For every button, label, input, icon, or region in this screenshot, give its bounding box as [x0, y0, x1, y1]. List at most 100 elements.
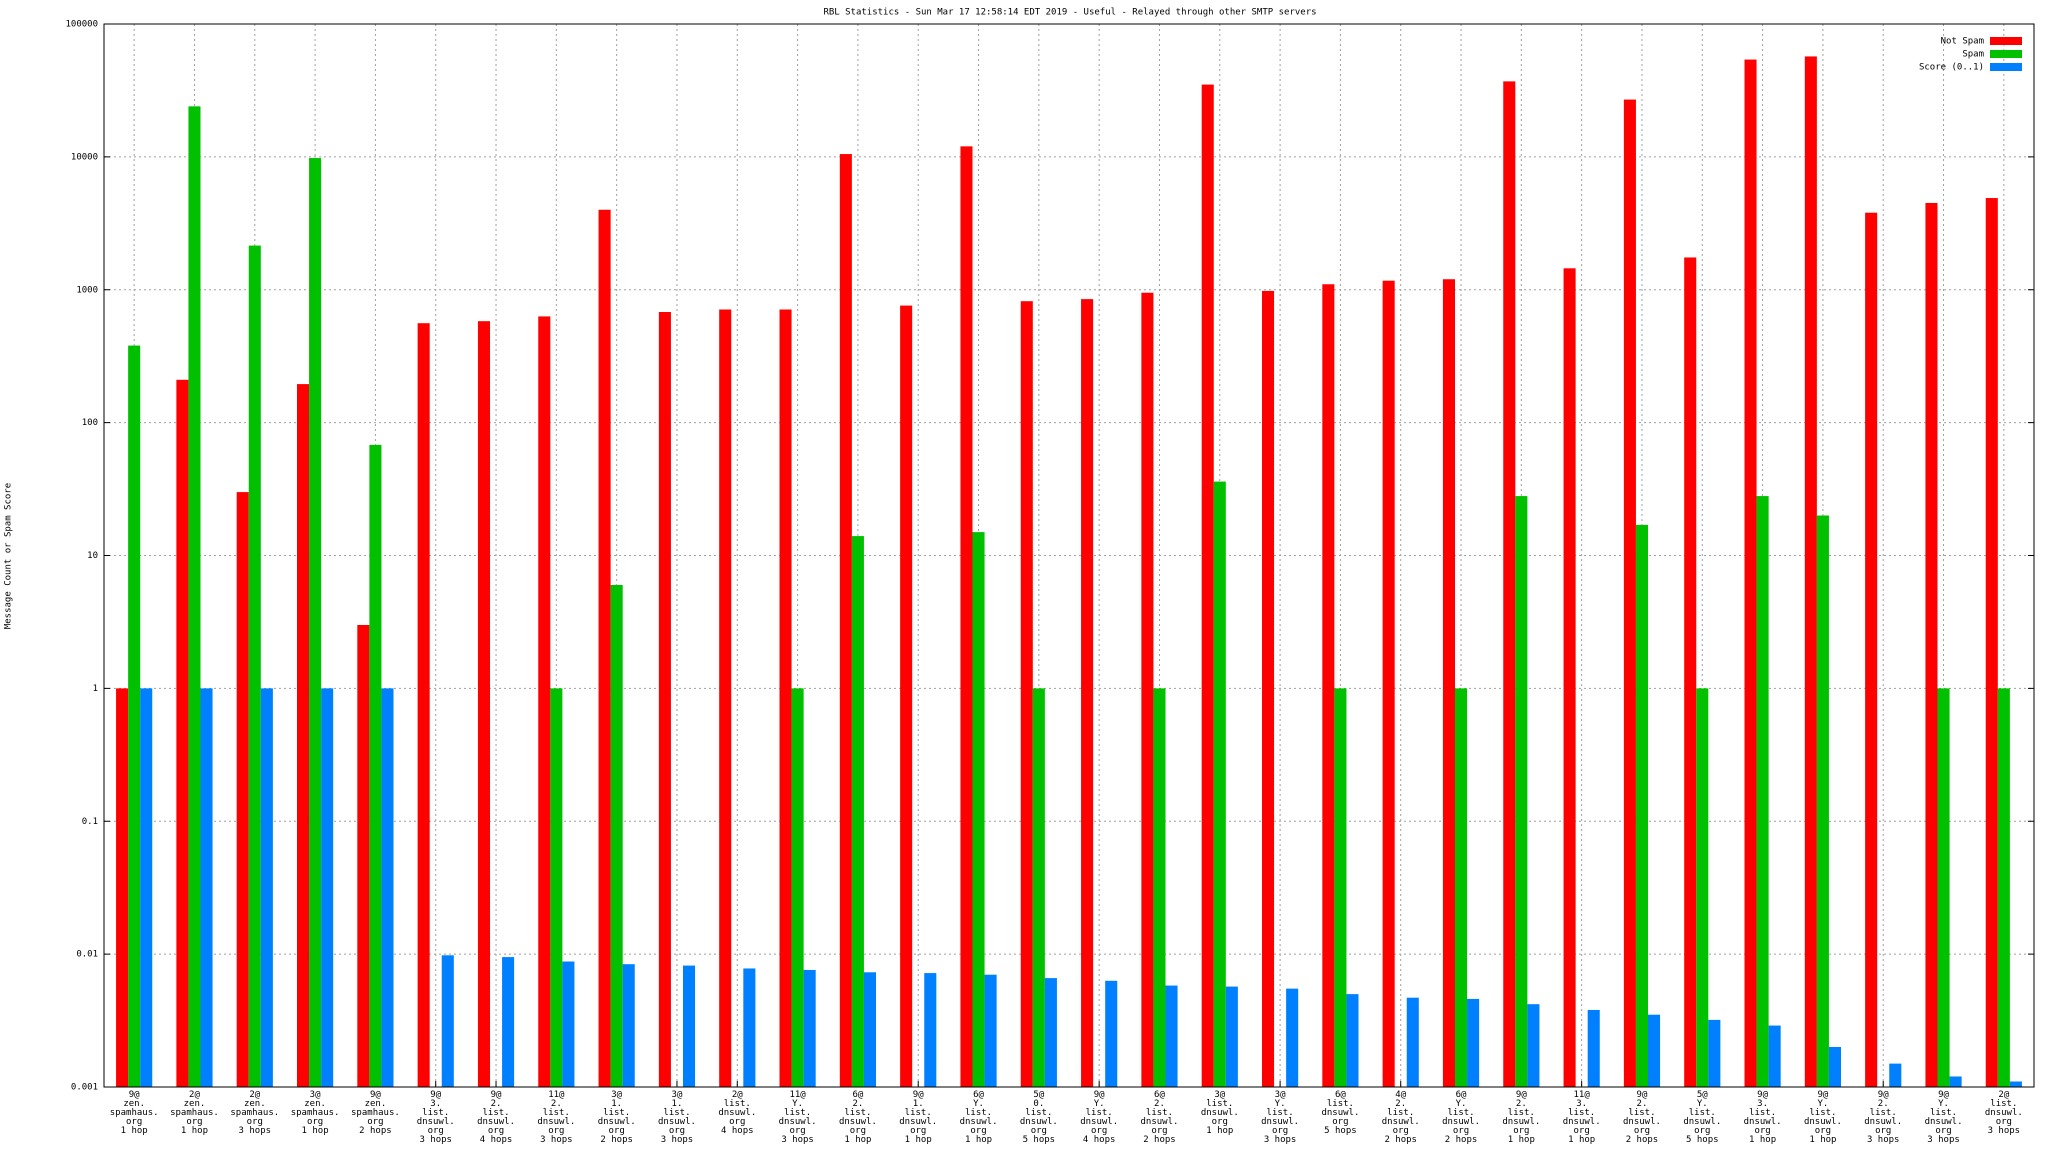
bar	[2009, 1081, 2022, 1087]
y-tick-label: 100000	[65, 20, 98, 30]
x-tick-label: 9@ 2. list. dnsuwl. org 4 hops	[477, 1090, 515, 1145]
bar	[1515, 496, 1528, 1087]
x-tick-label: 9@ Y. list. dnsuwl. org 1 hop	[1804, 1090, 1842, 1145]
bar	[851, 536, 864, 1087]
bar	[1997, 688, 2010, 1087]
bar	[1648, 1014, 1661, 1087]
x-tick-label: 9@ 1. list. dnsuwl. org 1 hop	[899, 1090, 937, 1145]
bar	[502, 957, 515, 1087]
bar	[1684, 257, 1697, 1088]
x-tick-label: 2@ zen. spamhaus. org 1 hop	[170, 1090, 219, 1136]
bar	[1455, 688, 1468, 1087]
bar	[369, 444, 382, 1087]
y-tick-label: 0.01	[76, 950, 98, 960]
bar	[1985, 198, 1998, 1088]
bar	[1442, 279, 1455, 1088]
legend-swatch	[1990, 37, 2022, 45]
bar	[357, 624, 370, 1087]
x-tick-label: 11@ 3. list. dnsuwl. org 1 hop	[1563, 1090, 1601, 1145]
x-tick-label: 9@ Y. list. dnsuwl. org 3 hops	[1925, 1090, 1963, 1145]
bar	[1286, 988, 1299, 1087]
x-tick-label: 9@ zen. spamhaus. org 1 hop	[110, 1090, 159, 1136]
legend-label: Score (0..1)	[1919, 63, 1984, 73]
x-tick-label: 3@ 1. list. dnsuwl. org 3 hops	[658, 1090, 696, 1145]
bar	[1865, 212, 1878, 1088]
bar	[200, 688, 213, 1087]
bar	[1828, 1047, 1841, 1087]
bar	[658, 312, 671, 1087]
bar	[1756, 496, 1769, 1087]
bar	[1346, 994, 1359, 1087]
bar	[743, 968, 756, 1087]
bar	[1262, 290, 1275, 1087]
bar	[1949, 1076, 1962, 1087]
bar	[972, 532, 985, 1087]
x-tick-label: 6@ Y. list. dnsuwl. org 1 hop	[960, 1090, 998, 1145]
bar	[236, 492, 249, 1087]
x-tick-label: 5@ Y. list. dnsuwl. org 5 hops	[1683, 1090, 1721, 1145]
x-tick-label: 9@ 3. list. dnsuwl. org 3 hops	[417, 1090, 455, 1145]
bar	[538, 316, 551, 1088]
bar	[984, 974, 997, 1087]
chart-title: RBL Statistics - Sun Mar 17 12:58:14 EDT…	[823, 8, 1316, 18]
bar	[1587, 1009, 1600, 1087]
x-tick-label: 9@ zen. spamhaus. org 2 hops	[351, 1090, 400, 1136]
bar	[719, 309, 732, 1087]
bar	[1334, 688, 1347, 1087]
bar	[1623, 99, 1636, 1087]
bar	[562, 961, 575, 1087]
x-tick-label: 9@ 2. list. dnsuwl. org 3 hops	[1864, 1090, 1902, 1145]
x-tick-label: 3@ Y. list. dnsuwl. org 3 hops	[1261, 1090, 1299, 1145]
x-tick-label: 6@ 2. list. dnsuwl. org 2 hops	[1141, 1090, 1179, 1145]
x-tick-label: 2@ list. dnsuwl. org 3 hops	[1985, 1090, 2023, 1136]
bar	[1467, 998, 1480, 1087]
bar	[550, 688, 563, 1087]
bar	[803, 969, 816, 1087]
x-tick-label: 5@ 0. list. dnsuwl. org 5 hops	[1020, 1090, 1058, 1145]
bar	[140, 688, 153, 1087]
bar	[1020, 301, 1033, 1087]
bar	[1141, 292, 1154, 1087]
bar	[1105, 980, 1118, 1087]
x-tick-label: 2@ zen. spamhaus. org 3 hops	[230, 1090, 279, 1136]
bar	[1696, 688, 1709, 1087]
bar	[441, 955, 454, 1087]
bar	[1382, 280, 1395, 1087]
bar	[309, 158, 322, 1087]
y-tick-label: 1000	[76, 285, 98, 295]
x-tick-label: 11@ 2. list. dnsuwl. org 3 hops	[537, 1090, 575, 1145]
bar	[417, 323, 430, 1088]
y-tick-label: 0.1	[82, 817, 98, 827]
bar	[1708, 1019, 1721, 1087]
bar	[1044, 978, 1057, 1087]
y-axis-label: Message Count or Spam Score	[4, 483, 14, 629]
bar	[622, 964, 635, 1087]
bar	[381, 688, 394, 1087]
bar	[1925, 202, 1938, 1087]
bar	[1165, 985, 1178, 1087]
bar	[1527, 1004, 1540, 1087]
y-tick-label: 1	[93, 684, 98, 694]
bar	[176, 379, 189, 1087]
bar	[116, 688, 129, 1087]
bar	[1804, 56, 1817, 1088]
bar	[1889, 1063, 1902, 1087]
x-tick-label: 3@ list. dnsuwl. org 1 hop	[1201, 1090, 1239, 1136]
bar	[477, 321, 490, 1087]
plot-frame	[103, 23, 2035, 1088]
legend-swatch	[1990, 50, 2022, 58]
bar	[248, 245, 261, 1087]
x-tick-label: 9@ 3. list. dnsuwl. org 1 hop	[1744, 1090, 1782, 1145]
y-tick-label: 100	[82, 418, 98, 428]
bar	[839, 154, 852, 1088]
bar	[1081, 299, 1094, 1088]
bar	[1322, 284, 1335, 1087]
x-tick-label: 9@ Y. list. dnsuwl. org 4 hops	[1080, 1090, 1118, 1145]
bar	[1816, 515, 1829, 1087]
bar	[128, 345, 141, 1087]
bar	[1225, 986, 1238, 1087]
bar	[1503, 81, 1516, 1088]
x-tick-label: 3@ 1. list. dnsuwl. org 2 hops	[598, 1090, 636, 1145]
bar	[791, 688, 804, 1087]
